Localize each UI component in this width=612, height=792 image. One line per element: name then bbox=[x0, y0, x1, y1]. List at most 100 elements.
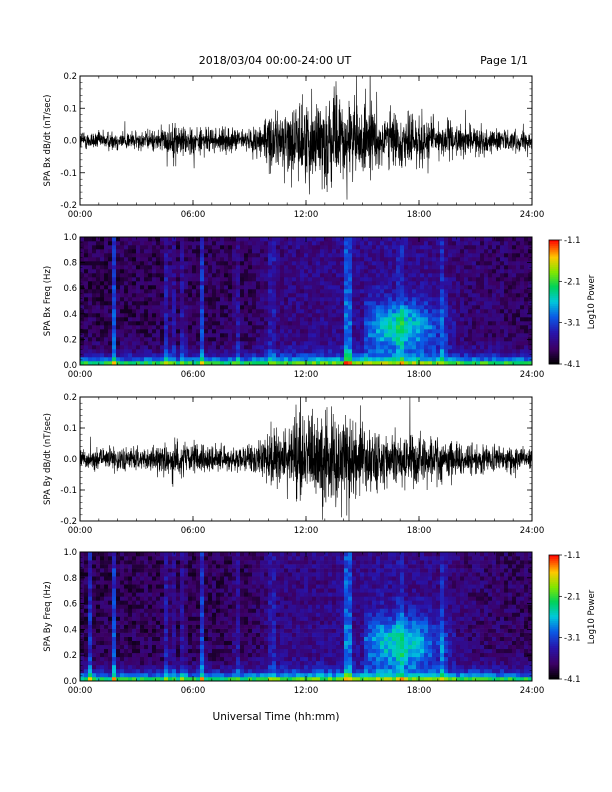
spectrogram-cell bbox=[252, 289, 257, 294]
spectrogram-cell bbox=[340, 237, 345, 242]
spectrogram-cell bbox=[120, 564, 125, 569]
spectrogram-cell bbox=[372, 333, 377, 338]
spectrogram-cell bbox=[204, 277, 209, 282]
spectrogram-cell bbox=[476, 277, 481, 282]
spectrogram-cell bbox=[160, 576, 165, 581]
spectrogram-cell bbox=[352, 305, 357, 310]
spectrogram-cell bbox=[304, 345, 309, 350]
spectrogram-cell bbox=[336, 337, 341, 342]
spectrogram-cell bbox=[444, 281, 449, 286]
spectrogram-cell bbox=[176, 608, 181, 613]
spectrogram-cell bbox=[496, 341, 501, 346]
spectrogram-cell bbox=[364, 277, 369, 282]
spectrogram-cell bbox=[264, 245, 269, 250]
spectrogram-cell bbox=[416, 321, 421, 326]
spectrogram-cell bbox=[396, 309, 401, 314]
spectrogram-cell bbox=[228, 301, 233, 306]
spectrogram-cell bbox=[244, 333, 249, 338]
spectrogram-cell bbox=[484, 257, 489, 262]
spectrogram-cell bbox=[100, 588, 105, 593]
spectrogram-cell bbox=[440, 241, 445, 246]
spectrogram-cell bbox=[520, 249, 525, 254]
spectrogram-cell bbox=[192, 604, 197, 609]
spectrogram-cell bbox=[472, 269, 477, 274]
spectrogram-cell bbox=[184, 329, 189, 334]
spectrogram-cell bbox=[244, 277, 249, 282]
spectrogram-cell bbox=[156, 616, 161, 621]
spectrogram-cell bbox=[384, 237, 389, 242]
spectrogram-cell bbox=[96, 349, 101, 354]
spectrogram-cell bbox=[356, 353, 361, 358]
spectrogram-cell bbox=[176, 624, 181, 629]
spectrogram-cell bbox=[340, 245, 345, 250]
spectrogram-cell bbox=[92, 660, 97, 666]
spectrogram-cell bbox=[180, 568, 185, 573]
spectrogram-cell bbox=[116, 632, 121, 637]
spectrogram-cell bbox=[172, 249, 177, 254]
spectrogram-cell bbox=[212, 249, 217, 254]
spectrogram-cell bbox=[240, 357, 245, 362]
spectrogram-cell bbox=[84, 245, 89, 250]
spectrogram-cell bbox=[168, 612, 173, 617]
spectrogram-cell bbox=[504, 317, 509, 322]
spectrogram-cell bbox=[264, 269, 269, 274]
spectrogram-cell bbox=[204, 249, 209, 254]
spectrogram-cell bbox=[168, 325, 173, 330]
spectrogram-cell bbox=[168, 281, 173, 286]
spectrogram-cell bbox=[524, 325, 529, 330]
spectrogram-cell bbox=[240, 281, 245, 286]
spectrogram-cell bbox=[520, 245, 525, 250]
spectrogram-cell bbox=[436, 257, 441, 262]
spectrogram-cell bbox=[192, 329, 197, 334]
colorbar-swatch bbox=[549, 359, 559, 363]
spectrogram-cell bbox=[100, 309, 105, 314]
spectrogram-cell bbox=[340, 281, 345, 286]
spectrogram-cell bbox=[448, 269, 453, 274]
spectrogram-cell bbox=[288, 321, 293, 326]
spectrogram-cell bbox=[424, 361, 429, 366]
spectrogram-cell bbox=[468, 241, 473, 246]
spectrogram-cell bbox=[372, 237, 377, 242]
spectrogram-cell bbox=[120, 612, 125, 617]
spectrogram-cell bbox=[276, 357, 281, 362]
spectrogram-cell bbox=[368, 237, 373, 242]
colorbar-swatch bbox=[549, 242, 559, 245]
spectrogram-cell bbox=[188, 237, 193, 242]
spectrogram-cell bbox=[408, 317, 413, 322]
spectrogram-cell bbox=[408, 349, 413, 354]
spectrogram-cell bbox=[168, 624, 173, 629]
spectrogram-cell bbox=[488, 337, 493, 342]
spectrogram-cell bbox=[436, 273, 441, 278]
spectrogram-cell bbox=[196, 293, 201, 298]
spectrogram-cell bbox=[204, 317, 209, 322]
spectrogram-cell bbox=[184, 592, 189, 597]
spectrogram-cell bbox=[136, 608, 141, 613]
spectrogram-cell bbox=[464, 361, 469, 366]
spectrogram-cell bbox=[376, 321, 381, 326]
spectrogram-cell bbox=[296, 309, 301, 314]
spectrogram-cell bbox=[328, 289, 333, 294]
spectrogram-cell bbox=[164, 604, 169, 609]
spectrogram-cell bbox=[104, 676, 109, 682]
spectrogram-cell bbox=[156, 672, 161, 678]
spectrogram-cell bbox=[104, 588, 109, 593]
spectrogram-cell bbox=[88, 660, 93, 666]
spectrogram-cell bbox=[132, 293, 137, 298]
spectrogram-cell bbox=[216, 261, 221, 266]
spectrogram-cell bbox=[100, 305, 105, 310]
spectrogram-cell bbox=[92, 628, 97, 633]
spectrogram-cell bbox=[340, 241, 345, 246]
spectrogram-cell bbox=[192, 656, 197, 662]
spectrogram-cell bbox=[420, 241, 425, 246]
spectrogram-cell bbox=[172, 297, 177, 302]
spectrogram-cell bbox=[96, 584, 101, 589]
spectrogram-cell bbox=[484, 305, 489, 310]
spectrogram-cell bbox=[96, 592, 101, 597]
spectrogram-cell bbox=[460, 241, 465, 246]
spectrogram-cell bbox=[284, 357, 289, 362]
spectrogram-cell bbox=[320, 265, 325, 270]
spectrogram-cell bbox=[256, 249, 261, 254]
spectrogram-cell bbox=[424, 305, 429, 310]
spectrogram-cell bbox=[528, 297, 533, 302]
spectrogram-cell bbox=[376, 345, 381, 350]
